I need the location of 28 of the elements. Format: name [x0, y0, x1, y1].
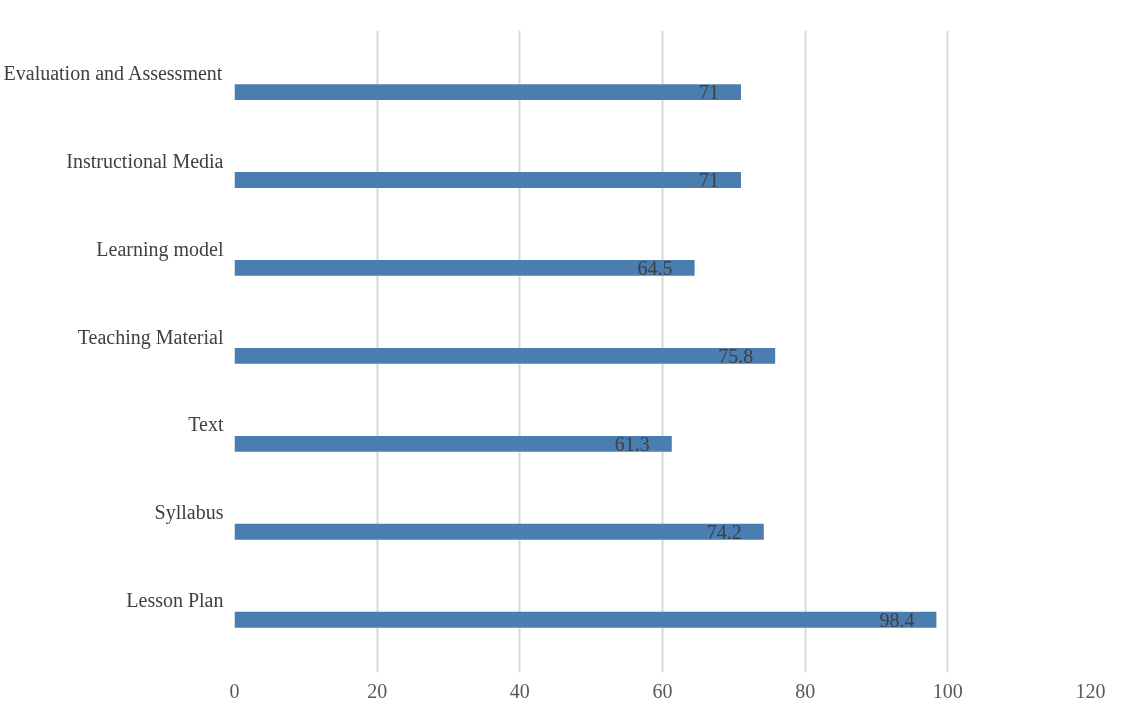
- y-tick-label: Teaching Material: [77, 325, 224, 349]
- y-tick-label: Evaluation and Assessment: [3, 61, 223, 84]
- x-tick-label: 0: [229, 679, 240, 702]
- data-label: 71: [698, 81, 719, 104]
- x-tick-label: 100: [932, 679, 963, 702]
- x-tick-label: 120: [1075, 679, 1106, 702]
- data-label: 64.5: [637, 256, 673, 279]
- data-label: 61.3: [614, 432, 650, 455]
- y-tick-label: Syllabus: [154, 501, 224, 525]
- x-tick-label: 20: [367, 679, 388, 702]
- data-label: 74.2: [706, 520, 742, 543]
- x-tick-label: 40: [509, 679, 530, 702]
- y-tick-label: Lesson Plan: [126, 589, 224, 612]
- bar: [234, 435, 672, 452]
- data-label: 75.8: [718, 344, 754, 367]
- bar: [234, 523, 764, 540]
- y-tick-label: Learning model: [96, 237, 224, 261]
- bar: [234, 84, 741, 100]
- data-label: 98.4: [879, 608, 915, 631]
- bar: [234, 260, 695, 276]
- y-tick-label: Instructional Media: [66, 149, 224, 172]
- x-tick-label: 80: [795, 679, 816, 702]
- bar: [234, 347, 776, 364]
- data-label: 71: [698, 169, 719, 192]
- bar: [234, 611, 937, 628]
- bar: [234, 172, 741, 188]
- x-tick-label: 60: [652, 679, 673, 702]
- y-tick-label: Text: [188, 413, 224, 436]
